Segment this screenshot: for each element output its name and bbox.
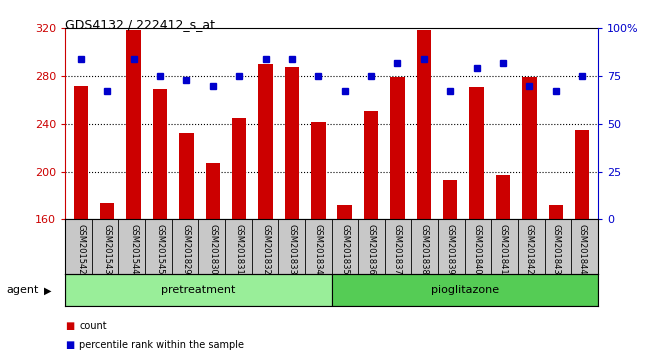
Text: ■: ■ (65, 340, 74, 350)
Bar (390, 77, 405, 219)
Text: ▶: ▶ (44, 285, 52, 295)
Bar (126, 29, 141, 219)
Bar (443, 180, 458, 219)
Bar (179, 133, 194, 219)
Text: GSM201841: GSM201841 (499, 224, 508, 274)
Text: GSM201840: GSM201840 (472, 224, 481, 274)
Text: GSM201836: GSM201836 (367, 224, 376, 275)
Text: percentile rank within the sample: percentile rank within the sample (79, 340, 244, 350)
Text: GSM201542: GSM201542 (76, 224, 85, 274)
Bar (496, 175, 510, 219)
Text: GSM201837: GSM201837 (393, 224, 402, 275)
Text: agent: agent (6, 285, 39, 295)
Text: pretreatment: pretreatment (161, 285, 235, 295)
Text: GSM201831: GSM201831 (235, 224, 244, 275)
Text: GSM201829: GSM201829 (182, 224, 191, 274)
Text: GSM201843: GSM201843 (551, 224, 560, 275)
Bar (311, 121, 326, 219)
Bar (100, 203, 114, 219)
Bar (332, 274, 598, 306)
Bar (337, 205, 352, 219)
Bar (65, 274, 332, 306)
Text: GSM201830: GSM201830 (208, 224, 217, 275)
Bar (285, 67, 299, 219)
Text: GSM201842: GSM201842 (525, 224, 534, 274)
Bar (73, 86, 88, 219)
Bar (258, 64, 273, 219)
Bar (522, 77, 537, 219)
Text: GDS4132 / 222412_s_at: GDS4132 / 222412_s_at (65, 18, 215, 31)
Text: GSM201839: GSM201839 (446, 224, 455, 275)
Text: ■: ■ (65, 321, 74, 331)
Bar (232, 118, 246, 219)
Text: GSM201544: GSM201544 (129, 224, 138, 274)
Text: GSM201832: GSM201832 (261, 224, 270, 275)
Bar (364, 111, 378, 219)
Bar (205, 163, 220, 219)
Bar (469, 87, 484, 219)
Bar (417, 29, 431, 219)
Text: GSM201545: GSM201545 (155, 224, 164, 274)
Text: GSM201844: GSM201844 (578, 224, 587, 274)
Text: GSM201835: GSM201835 (340, 224, 349, 275)
Text: count: count (79, 321, 107, 331)
Bar (575, 130, 590, 219)
Text: GSM201833: GSM201833 (287, 224, 296, 275)
Text: GSM201543: GSM201543 (103, 224, 112, 274)
Text: pioglitazone: pioglitazone (431, 285, 499, 295)
Text: GSM201834: GSM201834 (314, 224, 323, 275)
Text: GSM201838: GSM201838 (419, 224, 428, 275)
Bar (153, 89, 167, 219)
Bar (549, 205, 563, 219)
